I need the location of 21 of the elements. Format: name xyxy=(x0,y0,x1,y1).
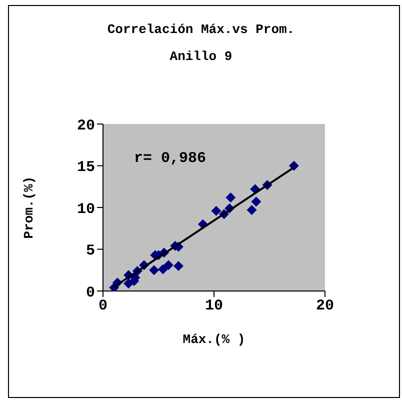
point xyxy=(173,260,184,271)
point xyxy=(211,206,222,216)
point xyxy=(251,196,262,207)
x-axis-title: Máx.(% ) xyxy=(182,332,246,347)
point xyxy=(158,264,168,274)
x-tick-label: 0 xyxy=(98,298,108,315)
y-tick-label: 20 xyxy=(76,117,95,134)
y-tick-label: 10 xyxy=(76,200,95,218)
y-tick-label: 0 xyxy=(86,284,95,302)
y-tick-label: 15 xyxy=(76,159,95,176)
point xyxy=(149,265,160,276)
point xyxy=(226,192,236,202)
annotation: r= 0,986 xyxy=(134,150,206,167)
point xyxy=(246,205,257,216)
point xyxy=(163,260,174,270)
x-tick-label: 20 xyxy=(316,298,334,315)
y-axis-title: Prom.(%) xyxy=(22,176,37,239)
chart-title: Correlación Máx.vs Prom. xyxy=(106,21,296,39)
y-tick-label: 5 xyxy=(86,242,95,260)
x-tick-label: 10 xyxy=(204,298,224,315)
chart-subtitle: Anillo 9 xyxy=(168,48,234,66)
